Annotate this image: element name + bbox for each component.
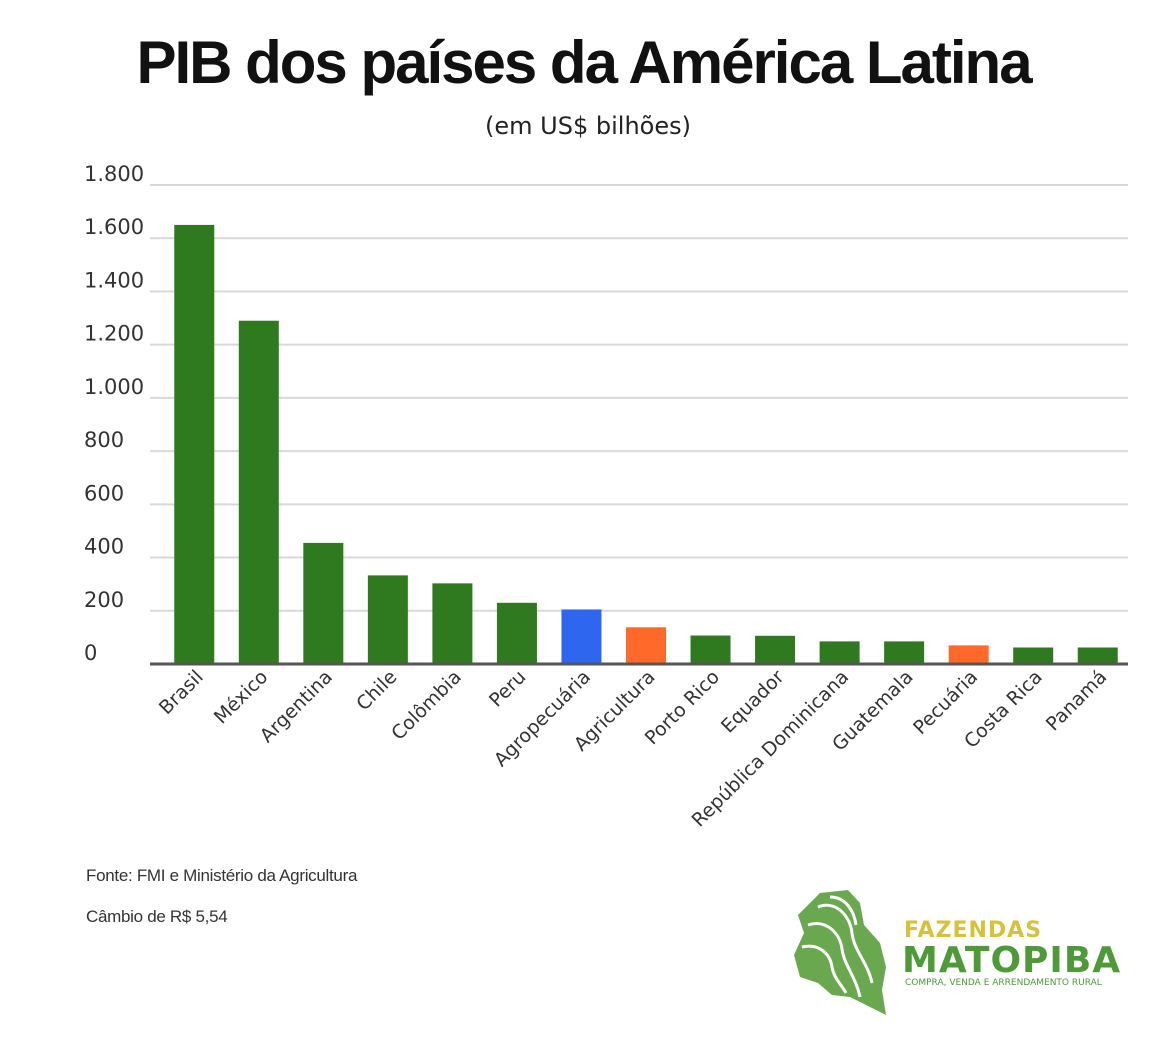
logo-word-matopiba: MATOPIBA: [902, 940, 1122, 981]
x-tick-label: Brasil: [155, 666, 208, 719]
y-tick-label: 400: [84, 535, 124, 559]
bar-costa-rica: [1013, 647, 1054, 664]
y-tick-label: 200: [84, 588, 124, 612]
x-tick-label: México: [210, 666, 272, 728]
y-tick-label: 1.400: [84, 268, 144, 292]
x-tick-label: Panamá: [1042, 666, 1111, 735]
bar-pecuária: [948, 645, 989, 664]
y-tick-label: 800: [84, 428, 124, 452]
x-tick-label: Chile: [352, 666, 401, 715]
logo-word-fazendas: FAZENDAS: [904, 918, 1043, 943]
exchange-rate-note: Câmbio de R$ 5,54: [86, 907, 228, 926]
map-emblem-icon: [794, 890, 886, 1015]
bar-agricultura: [626, 627, 666, 664]
bar-panamá: [1077, 647, 1118, 664]
bar-chile: [367, 575, 408, 664]
bar-república-dominicana: [819, 641, 860, 664]
y-tick-label: 1.000: [84, 375, 144, 399]
y-tick-label: 1.200: [84, 322, 144, 346]
bar-agropecuária: [561, 609, 602, 664]
bar-chart: 0 200 400 600 800 1.000 1.200 1.400 1.600 1.800 Br…: [84, 162, 1128, 831]
chart-subtitle: (em US$ bilhões): [485, 112, 691, 140]
source-note: Fonte: FMI e Ministério da Agricultura: [86, 866, 358, 885]
bar-brasil: [174, 224, 215, 664]
fazendas-matopiba-logo: [794, 890, 886, 1015]
bar-méxico: [238, 320, 279, 664]
bar-colômbia: [432, 583, 473, 664]
bar-equador: [755, 635, 796, 664]
logo-tagline: COMPRA, VENDA E ARRENDAMENTO RURAL: [905, 978, 1102, 988]
bar-argentina: [303, 542, 344, 664]
x-tick-label: Colômbia: [387, 666, 466, 745]
y-tick-label: 1.800: [84, 162, 144, 186]
bar-guatemala: [884, 641, 925, 664]
bar-peru: [496, 602, 537, 664]
y-tick-label: 1.600: [84, 215, 144, 239]
y-tick-label: 600: [84, 481, 124, 505]
x-tick-label: Peru: [485, 666, 530, 711]
bar-porto-rico: [690, 635, 731, 664]
y-tick-label: 0: [84, 641, 97, 665]
chart-title: PIB dos países da América Latina: [136, 29, 1032, 96]
